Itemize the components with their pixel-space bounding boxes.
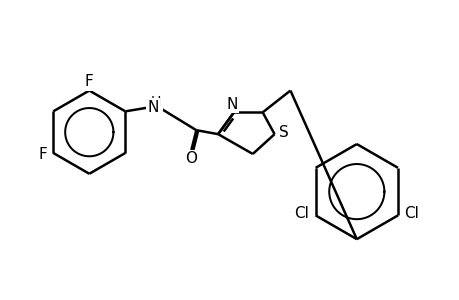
Text: H: H	[151, 95, 161, 110]
Text: N: N	[226, 97, 237, 112]
Text: F: F	[85, 74, 94, 89]
Text: F: F	[39, 148, 48, 163]
Text: N: N	[147, 100, 158, 115]
Text: Cl: Cl	[403, 206, 419, 221]
Text: Cl: Cl	[294, 206, 308, 221]
Text: S: S	[278, 125, 288, 140]
Text: O: O	[185, 152, 197, 166]
